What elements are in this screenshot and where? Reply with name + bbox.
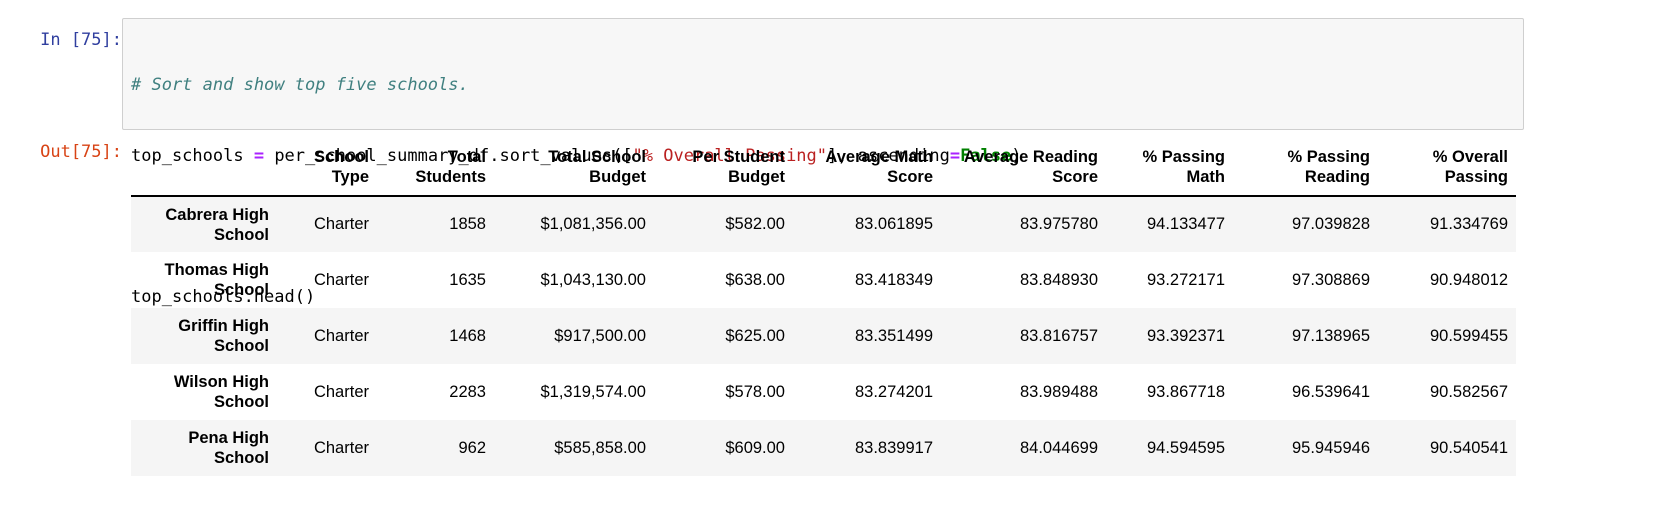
table-cell: $1,319,574.00 (540, 382, 646, 401)
column-header: Total School Budget (548, 148, 646, 186)
table-cell: 97.039828 (1292, 215, 1370, 233)
table-cell: 84.044699 (1020, 438, 1098, 457)
code-text[interactable]: # Sort and show top five schools. top_sc… (131, 27, 1022, 356)
table-cell: 83.351499 (855, 326, 933, 345)
table-cell: 95.945946 (1292, 438, 1370, 457)
table-row: Wilson High School Charter 2283 $1,319,57… (131, 364, 1516, 420)
table-cell: 96.539641 (1292, 382, 1370, 401)
code-token: ], ascending (827, 145, 950, 166)
table-cell: $1,043,130.00 (540, 270, 646, 289)
column-header: % Overall Passing (1432, 148, 1508, 186)
code-token: top_schools.head() (131, 286, 316, 307)
table-cell: 90.948012 (1430, 270, 1508, 289)
row-index: Wilson High School (173, 373, 269, 411)
table-cell: 93.272171 (1147, 270, 1225, 289)
table-cell: 90.582567 (1430, 382, 1508, 401)
table-cell: Charter (313, 382, 369, 401)
table-row: Cabrera High School Charter 1858 $1,081,3… (131, 196, 1516, 252)
table-cell: 1635 (449, 270, 486, 289)
table-row: Pena High School Charter 962 $585,858.00 … (131, 420, 1516, 476)
table-cell: $638.00 (725, 270, 785, 289)
table-cell: 97.138965 (1292, 326, 1370, 345)
table-cell: 97.308869 (1292, 270, 1370, 289)
column-header: School Type (313, 148, 369, 186)
table-cell: Charter (313, 438, 369, 457)
table-cell: 93.867718 (1147, 382, 1225, 401)
column-header: % Passing Math (1142, 148, 1225, 186)
code-token: per_school_summary_df.sort_values([ (264, 145, 633, 166)
row-index: Cabrera High School (165, 205, 269, 244)
table-cell: 83.418349 (855, 270, 933, 289)
table-header-row: School Type Total Students Total School Bud… (131, 140, 1516, 196)
table-cell: $1,081,356.00 (540, 215, 646, 233)
table-cell: Charter (313, 270, 369, 289)
table-cell: 1468 (449, 326, 486, 345)
table-cell: 91.334769 (1430, 215, 1508, 233)
code-token: ) (1011, 145, 1022, 166)
table-cell: 93.392371 (1147, 326, 1225, 345)
table-row: Griffin High School Charter 1468 $917,500… (131, 308, 1516, 364)
code-string: "% Overall Passing" (632, 145, 828, 166)
output-prompt: Out[75]: (40, 142, 122, 162)
table-cell: 94.133477 (1147, 215, 1225, 233)
column-header: Per Student Budget (692, 148, 785, 186)
code-editor[interactable]: # Sort and show top five schools. top_sc… (122, 18, 1524, 307)
table-cell: 83.816757 (1020, 326, 1098, 345)
table-cell: 94.594595 (1147, 438, 1225, 457)
row-index: Thomas High School (164, 261, 269, 299)
table-cell: 83.274201 (855, 382, 933, 401)
column-header: Average Math Score (825, 148, 933, 186)
table-cell: 83.848930 (1020, 270, 1098, 289)
code-operator: = (949, 145, 961, 166)
output-area: School Type Total Students Total School Bud… (131, 140, 1516, 476)
table-cell: 962 (458, 438, 486, 457)
table-cell: 1858 (449, 215, 486, 233)
table-cell: $917,500.00 (554, 326, 646, 345)
table-cell: Charter (313, 326, 369, 345)
column-header: % Passing Reading (1287, 148, 1370, 186)
column-header: Total Students (415, 148, 486, 186)
code-comment: # Sort and show top five schools. (131, 75, 469, 95)
table-cell: $578.00 (725, 382, 785, 401)
table-cell: $582.00 (725, 215, 785, 233)
table-cell: $609.00 (725, 438, 785, 457)
row-index: Pena High School (188, 429, 269, 467)
code-token: top_schools (131, 145, 254, 166)
dataframe-table: School Type Total Students Total School Bud… (131, 140, 1516, 476)
index-header (131, 140, 269, 196)
code-keyword: False (960, 145, 1012, 166)
code-operator: = (253, 145, 265, 166)
table-cell: Charter (313, 215, 369, 233)
table-cell: 83.061895 (855, 215, 933, 233)
table-cell: 83.975780 (1020, 215, 1098, 233)
input-prompt: In [75]: (40, 30, 122, 50)
row-index: Griffin High School (178, 317, 269, 355)
table-cell: 83.839917 (855, 438, 933, 457)
column-header: Average Reading Score (963, 148, 1098, 186)
table-row: Thomas High School Charter 1635 $1,043,13… (131, 252, 1516, 308)
table-cell: 90.599455 (1430, 326, 1508, 345)
table-cell: 83.989488 (1020, 382, 1098, 401)
table-cell: $585,858.00 (554, 438, 646, 457)
table-cell: 2283 (449, 382, 486, 401)
table-cell: 90.540541 (1430, 438, 1508, 457)
table-cell: $625.00 (725, 326, 785, 345)
